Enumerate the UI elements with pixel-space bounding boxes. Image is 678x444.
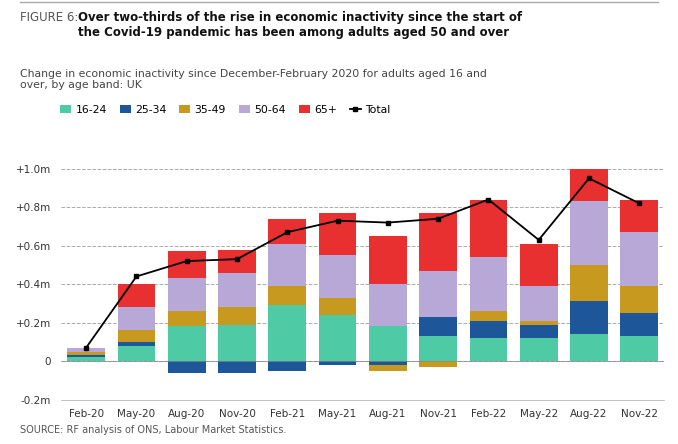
Text: Over two-thirds of the rise in economic inactivity since the start of
the Covid-: Over two-thirds of the rise in economic … xyxy=(78,11,522,39)
Bar xyxy=(470,321,507,338)
Total xyxy=(82,345,90,350)
Bar xyxy=(570,265,608,301)
Bar xyxy=(319,361,357,365)
Bar xyxy=(419,361,457,367)
Bar xyxy=(117,284,155,307)
Bar xyxy=(67,348,105,352)
Total xyxy=(384,220,392,225)
Total xyxy=(484,197,492,202)
Bar xyxy=(369,365,407,371)
Bar xyxy=(520,286,557,321)
Bar xyxy=(570,144,608,202)
Bar xyxy=(520,325,557,338)
Total xyxy=(434,216,442,222)
Total xyxy=(283,230,292,235)
Bar xyxy=(168,326,205,361)
Bar xyxy=(620,286,658,313)
Bar xyxy=(520,244,557,286)
Bar xyxy=(570,202,608,265)
Bar xyxy=(268,219,306,244)
Bar xyxy=(268,305,306,361)
Bar xyxy=(168,251,205,278)
Bar xyxy=(419,317,457,336)
Text: FIGURE 6:: FIGURE 6: xyxy=(20,11,83,24)
Bar xyxy=(268,286,306,305)
Line: Total: Total xyxy=(83,176,642,350)
Bar xyxy=(620,199,658,232)
Bar xyxy=(168,278,205,311)
Bar xyxy=(67,352,105,355)
Bar xyxy=(570,334,608,361)
Text: SOURCE: RF analysis of ONS, Labour Market Statistics.: SOURCE: RF analysis of ONS, Labour Marke… xyxy=(20,425,287,435)
Bar xyxy=(268,361,306,371)
Bar xyxy=(369,361,407,365)
Total xyxy=(585,176,593,181)
Total xyxy=(635,201,643,206)
Bar xyxy=(218,325,256,361)
Total xyxy=(535,237,543,242)
Bar xyxy=(218,250,256,273)
Bar xyxy=(319,297,357,315)
Bar xyxy=(620,232,658,286)
Bar xyxy=(620,313,658,336)
Bar xyxy=(470,338,507,361)
Bar xyxy=(520,321,557,325)
Bar xyxy=(117,346,155,361)
Bar xyxy=(117,342,155,346)
Bar xyxy=(470,199,507,257)
Bar xyxy=(319,255,357,297)
Bar xyxy=(570,301,608,334)
Bar xyxy=(168,361,205,373)
Total xyxy=(132,274,140,279)
Text: Change in economic inactivity since December-February 2020 for adults aged 16 an: Change in economic inactivity since Dece… xyxy=(20,69,487,91)
Total xyxy=(334,218,342,223)
Bar xyxy=(268,244,306,286)
Bar xyxy=(218,307,256,325)
Bar xyxy=(218,361,256,373)
Bar xyxy=(218,273,256,307)
Bar xyxy=(419,271,457,317)
Bar xyxy=(67,355,105,357)
Bar xyxy=(117,330,155,342)
Bar xyxy=(319,315,357,361)
Bar xyxy=(67,357,105,361)
Bar xyxy=(117,307,155,330)
Bar xyxy=(520,338,557,361)
Bar xyxy=(470,311,507,321)
Legend: 16-24, 25-34, 35-49, 50-64, 65+, Total: 16-24, 25-34, 35-49, 50-64, 65+, Total xyxy=(60,105,390,115)
Bar xyxy=(369,284,407,326)
Bar xyxy=(319,213,357,255)
Bar xyxy=(620,336,658,361)
Bar xyxy=(369,326,407,361)
Total xyxy=(233,257,241,262)
Bar xyxy=(419,213,457,271)
Total xyxy=(182,258,191,264)
Bar xyxy=(419,336,457,361)
Bar xyxy=(470,257,507,311)
Bar xyxy=(369,236,407,284)
Bar xyxy=(168,311,205,326)
